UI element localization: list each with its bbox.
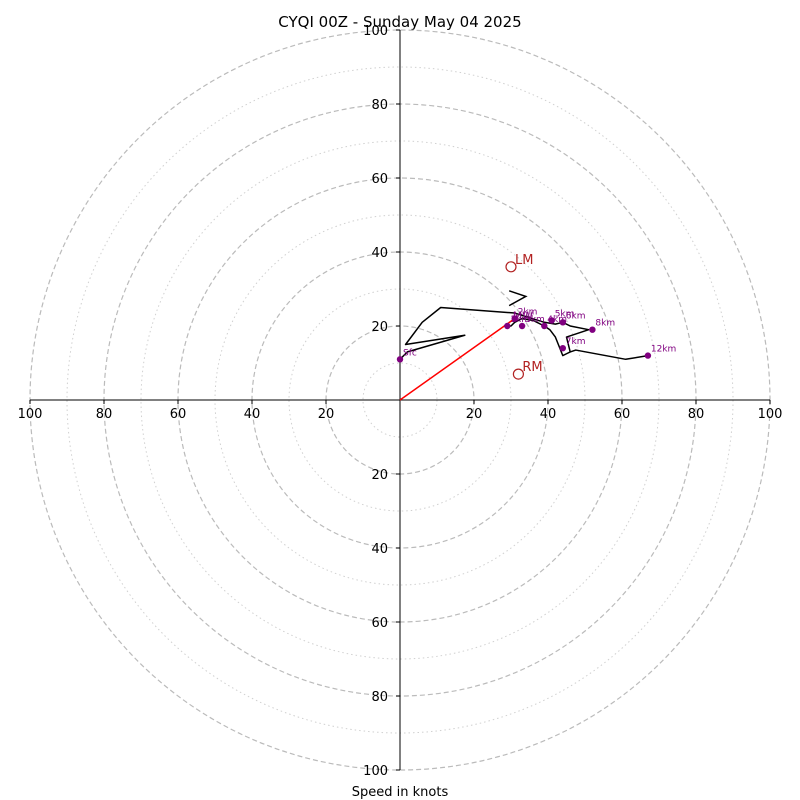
height-marker-dot [396, 356, 404, 363]
y-tick-label: 60 [371, 616, 388, 631]
height-marker-dot [504, 322, 511, 330]
height-marker-dot [559, 319, 566, 326]
x-tick-label: 20 [318, 407, 335, 422]
x-tick-label: 60 [614, 407, 631, 422]
storm-motion-marker [505, 261, 517, 273]
mean-wind-label: MW [513, 310, 533, 323]
hodograph-arrowhead [508, 290, 528, 307]
storm-motion-label: RM [522, 360, 542, 375]
height-marker-label: 5km [555, 309, 575, 319]
shear-vector [399, 317, 516, 401]
height-marker-label: 7km [566, 337, 586, 347]
storm-motion-group: LM RM MW [505, 253, 543, 380]
x-tick-label: 80 [96, 407, 113, 422]
y-tick-label: 80 [371, 98, 388, 113]
height-marker-label: 1km [510, 315, 530, 325]
shear-vector-group [399, 317, 516, 401]
chart-title: CYQI 00Z - Sunday May 04 2025 [278, 13, 521, 31]
y-tick-label: 20 [371, 468, 388, 483]
height-marker-label: 4km [547, 315, 567, 325]
height-marker-dot [559, 345, 566, 352]
x-tick-label: 40 [244, 407, 261, 422]
height-marker-label: 3km [525, 315, 545, 325]
height-marker-dot [548, 317, 555, 324]
height-marker-dot [541, 322, 548, 330]
x-tick-label: 60 [170, 407, 187, 422]
y-tick-label: 40 [371, 246, 388, 261]
x-tick-label: 20 [466, 407, 483, 422]
height-marker-label: 2km [518, 308, 538, 318]
height-marker-label: 12km [651, 345, 676, 355]
height-marker-label: Sfc [403, 348, 417, 358]
height-marker-dot [518, 322, 526, 330]
y-tick-label: 100 [363, 24, 388, 39]
y-tick-label: 80 [371, 690, 388, 705]
y-tick-label: 60 [371, 172, 388, 187]
axis-ticks: 20 20 20 20 40 40 40 40 60 60 60 60 80 80 80 80 100 100 10… [18, 24, 783, 779]
y-tick-label: 100 [363, 764, 388, 779]
y-tick-label: 40 [371, 542, 388, 557]
storm-motion-marker [512, 368, 525, 380]
height-marker-dot [589, 326, 596, 333]
height-marker-label: 6km [566, 311, 586, 321]
height-marker-label: 8km [595, 319, 615, 329]
height-marker-dot [511, 315, 518, 322]
x-tick-label: 80 [688, 407, 705, 422]
y-tick-label: 20 [371, 320, 388, 335]
x-tick-label: 40 [540, 407, 557, 422]
x-axis-label: Speed in knots [352, 785, 449, 800]
height-marker-dot [644, 352, 652, 359]
x-tick-label: 100 [18, 407, 43, 422]
x-tick-label: 100 [758, 407, 783, 422]
storm-motion-label: LM [515, 253, 533, 268]
